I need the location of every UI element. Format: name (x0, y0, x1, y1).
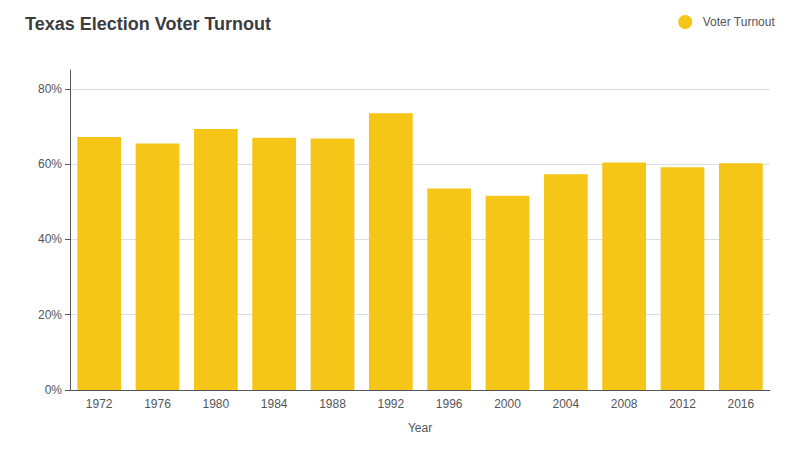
svg-text:2008: 2008 (611, 397, 638, 411)
svg-text:1988: 1988 (319, 397, 346, 411)
svg-text:Texas Election Voter Turnout: Texas Election Voter Turnout (25, 14, 271, 34)
svg-text:0%: 0% (45, 383, 63, 397)
svg-text:2004: 2004 (552, 397, 579, 411)
svg-text:1984: 1984 (261, 397, 288, 411)
svg-text:1992: 1992 (377, 397, 404, 411)
svg-text:2012: 2012 (669, 397, 696, 411)
svg-text:60%: 60% (38, 157, 62, 171)
svg-text:20%: 20% (38, 308, 62, 322)
svg-text:Year: Year (408, 421, 432, 435)
svg-text:1976: 1976 (144, 397, 171, 411)
svg-text:1996: 1996 (436, 397, 463, 411)
svg-text:1972: 1972 (86, 397, 113, 411)
svg-text:2016: 2016 (727, 397, 754, 411)
svg-text:Voter Turnout: Voter Turnout (703, 15, 776, 29)
svg-text:40%: 40% (38, 232, 62, 246)
svg-text:1980: 1980 (202, 397, 229, 411)
svg-text:80%: 80% (38, 82, 62, 96)
svg-text:2000: 2000 (494, 397, 521, 411)
